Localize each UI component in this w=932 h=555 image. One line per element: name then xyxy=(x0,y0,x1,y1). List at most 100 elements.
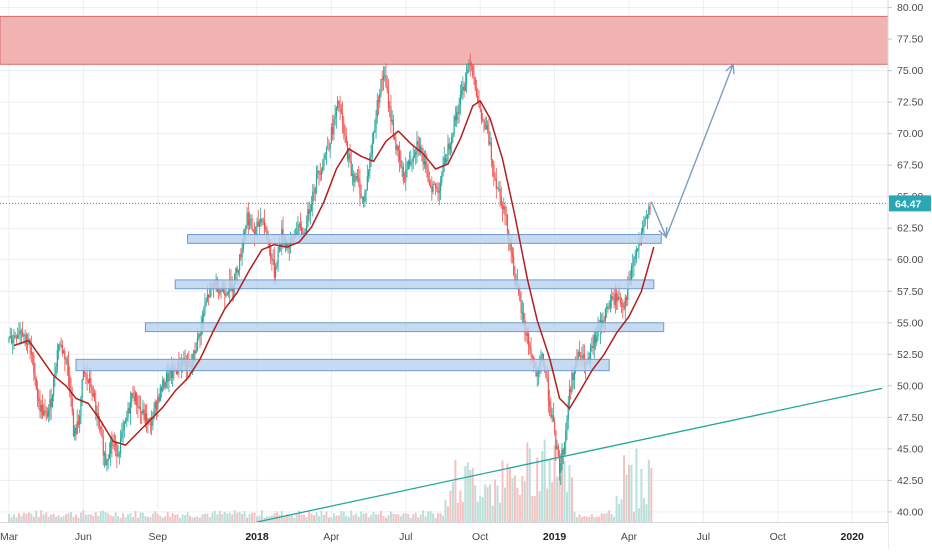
candle-body xyxy=(382,75,385,80)
candle-body xyxy=(172,367,174,379)
candle-body xyxy=(261,218,263,222)
candle-body xyxy=(84,368,86,374)
candle-body xyxy=(606,306,608,309)
candle xyxy=(90,368,92,394)
candle-body xyxy=(478,102,480,105)
candle xyxy=(322,158,324,174)
candle xyxy=(66,355,68,376)
candle xyxy=(257,209,259,227)
candle-body xyxy=(193,350,195,362)
candle-body xyxy=(60,344,62,346)
candle-body xyxy=(482,118,484,121)
volume-bar xyxy=(466,462,469,522)
candle-body xyxy=(251,218,253,230)
candle-body xyxy=(344,132,346,137)
volume-bar xyxy=(357,517,360,522)
candle xyxy=(28,332,30,345)
candle-body xyxy=(129,401,132,414)
volume-bar xyxy=(394,514,397,522)
projection-path[interactable] xyxy=(650,64,734,239)
candle xyxy=(333,114,335,141)
time-tick-label: Oct xyxy=(472,531,488,543)
candle xyxy=(494,172,496,182)
candle-body xyxy=(10,335,13,343)
support-zone-2[interactable] xyxy=(174,279,655,290)
volume-bar xyxy=(290,515,293,522)
support-zone-3[interactable] xyxy=(144,322,665,333)
candle-body xyxy=(421,146,423,154)
price-axis[interactable]: 80.0077.5075.0072.5070.0067.5065.0062.50… xyxy=(887,0,932,550)
volume-bar xyxy=(52,513,55,522)
candle xyxy=(263,209,266,235)
candle-body xyxy=(550,405,552,418)
candle-body xyxy=(41,404,44,416)
candle-body xyxy=(313,191,315,193)
volume-bar xyxy=(124,517,127,522)
candle xyxy=(498,181,500,192)
candle xyxy=(470,61,473,72)
resistance-zone[interactable] xyxy=(0,15,889,65)
volume-bar xyxy=(303,514,306,522)
volume-bar xyxy=(603,513,606,522)
volume-bar xyxy=(112,516,115,522)
candle-body xyxy=(472,65,474,77)
candle xyxy=(262,217,264,225)
candle-body xyxy=(379,93,381,103)
candle xyxy=(61,340,63,357)
candle-body xyxy=(529,344,531,350)
price-axis-background xyxy=(888,0,932,550)
candle-body xyxy=(65,358,67,360)
volume-bar xyxy=(293,517,296,522)
candle xyxy=(369,152,371,180)
volume-bar xyxy=(568,465,571,522)
volume-bar xyxy=(226,513,229,522)
candle xyxy=(67,351,70,387)
candle-body xyxy=(369,157,371,172)
volume-bar xyxy=(171,513,174,522)
candle-body xyxy=(328,148,330,150)
candle xyxy=(484,116,486,130)
candle-body xyxy=(20,330,22,332)
candle-body xyxy=(107,458,109,461)
candle xyxy=(483,118,485,133)
volume-bar xyxy=(181,514,184,522)
candle xyxy=(71,386,73,416)
candle-body xyxy=(416,141,418,152)
candle xyxy=(151,410,153,436)
moving-average-line[interactable] xyxy=(13,100,655,446)
volume-bar xyxy=(308,511,311,522)
candle-body xyxy=(350,161,352,176)
candle-body xyxy=(375,116,377,130)
volume-bar xyxy=(216,514,219,522)
volume-bar xyxy=(561,447,564,522)
candle-body xyxy=(152,418,154,426)
volume-bar xyxy=(275,511,278,522)
candle-body xyxy=(75,428,77,435)
support-zone-4[interactable] xyxy=(75,358,610,372)
candle-body xyxy=(452,133,454,137)
volume-bar xyxy=(583,515,586,522)
candle xyxy=(62,349,65,354)
candle xyxy=(163,377,165,390)
volume-bar xyxy=(620,499,623,522)
volume-bar xyxy=(558,476,561,522)
candle-body xyxy=(67,363,70,376)
volume-bar xyxy=(325,511,328,522)
volume-bar xyxy=(74,514,77,522)
candle-body xyxy=(361,196,363,198)
candle xyxy=(557,443,559,458)
candle xyxy=(418,136,421,155)
candle-body xyxy=(428,181,430,186)
candle-body xyxy=(288,246,290,249)
volume-bar xyxy=(362,513,365,522)
candle xyxy=(208,294,210,306)
volume-bar xyxy=(508,467,511,522)
trendline[interactable] xyxy=(256,387,883,523)
volume-bar xyxy=(179,517,182,522)
candle-body xyxy=(475,89,478,96)
last-price-tag[interactable] xyxy=(889,195,931,212)
support-zone-1[interactable] xyxy=(187,234,662,244)
time-axis[interactable]: Mar Jun Sep 2018 Apr Jul Oct 2019 Apr Jul Oct 2020 xyxy=(0,522,888,550)
